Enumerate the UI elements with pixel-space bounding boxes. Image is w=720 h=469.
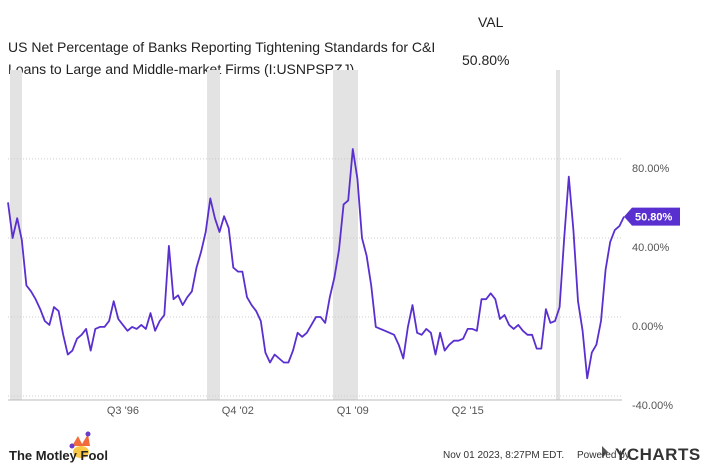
recession-band	[556, 70, 560, 400]
brand: The Motley Fool	[9, 448, 108, 463]
y-tick-label: 40.00%	[632, 242, 670, 254]
recession-band	[10, 70, 22, 400]
x-tick-label: Q3 '96	[107, 405, 139, 417]
last-value-label: 50.80%	[635, 212, 673, 224]
current-value: 50.80%	[462, 52, 510, 68]
last-value-badge	[624, 207, 680, 226]
x-tick-label: Q4 '02	[222, 405, 254, 417]
x-tick-label: Q1 '09	[337, 405, 369, 417]
fool-logo	[69, 431, 91, 458]
y-tick-label: 80.00%	[632, 163, 670, 175]
recession-band	[333, 70, 358, 400]
value-heading: VAL	[478, 14, 504, 30]
recession-band	[207, 70, 220, 400]
ycharts-logo	[602, 446, 608, 458]
series-line	[7, 148, 625, 380]
powered-by: Powered by	[577, 450, 630, 461]
provider: YCHARTS	[615, 445, 701, 464]
y-tick-label: 0.00%	[632, 321, 663, 333]
chart-title: US Net Percentage of Banks Reporting Tig…	[8, 39, 436, 77]
x-tick-label: Q2 '15	[452, 405, 484, 417]
y-tick-label: -40.00%	[632, 400, 673, 412]
timestamp: Nov 01 2023, 8:27PM EDT.	[443, 450, 565, 461]
